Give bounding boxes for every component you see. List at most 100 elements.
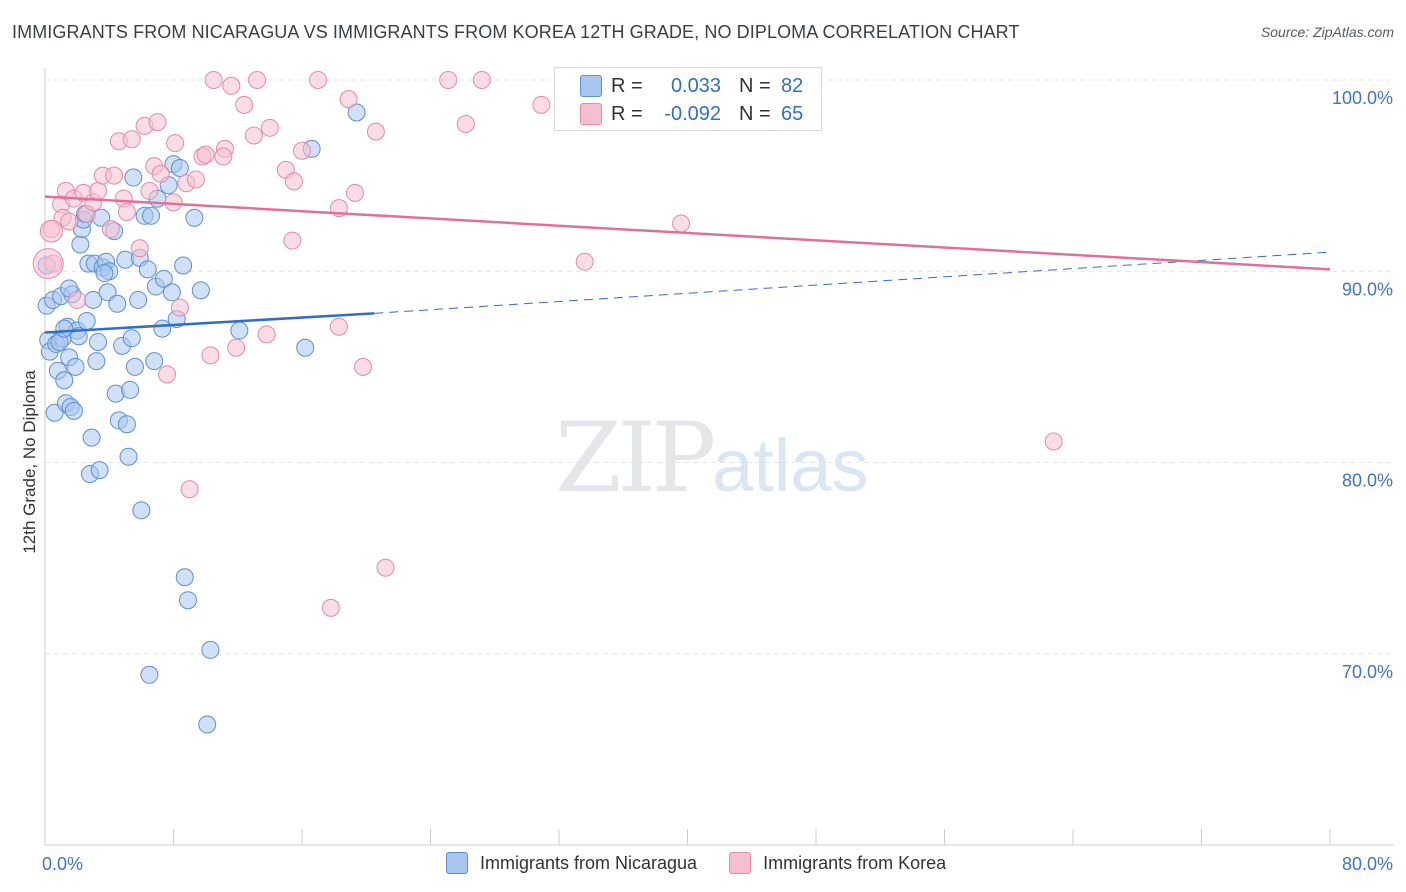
korea-point — [376, 558, 395, 577]
nicaragua-point — [230, 321, 249, 340]
nicaragua-point — [90, 461, 109, 480]
korea-swatch — [580, 103, 602, 125]
nicaragua-points — [37, 103, 366, 734]
nicaragua-legend-swatch — [446, 852, 468, 874]
nicaragua-point — [153, 319, 172, 338]
nicaragua-point — [66, 357, 85, 376]
source-credit: Source: ZipAtlas.com — [1260, 24, 1394, 40]
nicaragua-point — [82, 428, 101, 447]
korea-point — [456, 114, 475, 133]
korea-point — [166, 134, 185, 153]
nicaragua-point — [117, 415, 136, 434]
watermark-zip: ZIP — [555, 402, 716, 514]
nicaragua-point — [122, 329, 141, 348]
nicaragua-trend-line — [44, 312, 375, 334]
korea-point — [346, 183, 365, 202]
nicaragua-point — [201, 640, 220, 659]
korea-point — [180, 480, 199, 499]
nicaragua-point — [296, 338, 315, 357]
nicaragua-point — [77, 311, 96, 330]
korea-point — [472, 71, 491, 89]
korea-point — [284, 172, 303, 191]
nicaragua-point — [142, 206, 161, 225]
korea-point — [321, 598, 340, 617]
korea-legend-swatch — [729, 852, 752, 874]
korea-point — [329, 317, 348, 336]
korea-point — [672, 214, 691, 233]
nicaragua-point — [162, 283, 181, 302]
x-tick-label-min: 0.0% — [42, 854, 83, 874]
nicaragua-point — [145, 352, 164, 371]
korea-point — [366, 122, 385, 141]
nicaragua-r-value: 0.033 — [670, 74, 721, 97]
korea-point — [60, 212, 79, 231]
korea-point — [170, 298, 189, 317]
korea-point — [532, 95, 551, 114]
nicaragua-point — [170, 158, 189, 177]
nicaragua-point — [119, 447, 138, 466]
korea-point — [151, 164, 170, 183]
y-axis-label: 12th Grade, No Diploma — [20, 370, 39, 554]
legend-item-korea: Immigrants from Korea — [729, 852, 946, 874]
y-tick-label: 90.0% — [1342, 279, 1393, 299]
korea-r-value: -0.092 — [664, 102, 721, 125]
trend-lines — [44, 195, 1331, 334]
y-tick-label: 80.0% — [1342, 471, 1393, 491]
korea-point — [283, 231, 302, 250]
korea-point — [1044, 432, 1063, 451]
n-label: N = — [739, 74, 771, 97]
korea-point — [105, 166, 124, 185]
nicaragua-point — [121, 380, 140, 399]
korea-points — [32, 71, 1063, 617]
nicaragua-swatch — [580, 75, 602, 97]
korea-point — [68, 290, 87, 309]
korea-point — [354, 357, 373, 376]
nicaragua-point — [154, 269, 173, 288]
korea-point-large — [32, 248, 64, 280]
chart-title: IMMIGRANTS FROM NICARAGUA VS IMMIGRANTS … — [12, 22, 1020, 42]
nicaragua-point — [55, 371, 74, 390]
nicaragua-point — [175, 568, 194, 587]
korea-point — [339, 90, 358, 109]
nicaragua-point — [174, 256, 193, 275]
nicaragua-point — [140, 665, 159, 684]
korea-point — [260, 118, 279, 137]
korea-point — [244, 126, 263, 145]
korea-point — [439, 71, 458, 89]
r-label: R = — [611, 102, 643, 125]
korea-point — [293, 141, 311, 160]
y-tick-label: 70.0% — [1342, 662, 1393, 682]
korea-point — [575, 252, 594, 271]
korea-point — [122, 130, 141, 149]
korea-point — [158, 365, 177, 384]
legend-item-nicaragua: Immigrants from Nicaragua — [446, 852, 697, 874]
korea-point-large — [39, 219, 63, 243]
r-label: R = — [611, 74, 643, 97]
nicaragua-point — [98, 283, 117, 302]
x-tick-label-max: 80.0% — [1342, 854, 1393, 874]
watermark-atlas: atlas — [712, 424, 869, 507]
nicaragua-point — [185, 208, 204, 227]
legend-row-korea: R = -0.092 N = 65 — [580, 101, 803, 127]
nicaragua-trend-extension — [374, 251, 1331, 314]
stats-legend: R = 0.033 N = 82 R = -0.092 N = 65 — [554, 67, 822, 131]
korea-point — [222, 76, 241, 95]
nicaragua-point — [124, 168, 143, 187]
grid-lines — [45, 79, 1394, 655]
korea-point — [235, 95, 254, 114]
korea-point — [140, 181, 159, 200]
korea-point — [309, 71, 328, 89]
nicaragua-point — [87, 352, 106, 371]
tick-labels: 100.0% 90.0% 80.0% 70.0% 0.0% 80.0% — [42, 88, 1393, 874]
nicaragua-point — [125, 357, 144, 376]
korea-point — [227, 338, 246, 357]
nicaragua-point — [132, 501, 151, 520]
nicaragua-point — [71, 235, 90, 254]
nicaragua-point — [191, 281, 210, 300]
korea-point — [148, 113, 167, 132]
korea-trend-line — [44, 195, 1331, 271]
legend-row-nicaragua: R = 0.033 N = 82 — [580, 73, 803, 99]
korea-point — [130, 239, 149, 258]
korea-point — [101, 220, 120, 239]
